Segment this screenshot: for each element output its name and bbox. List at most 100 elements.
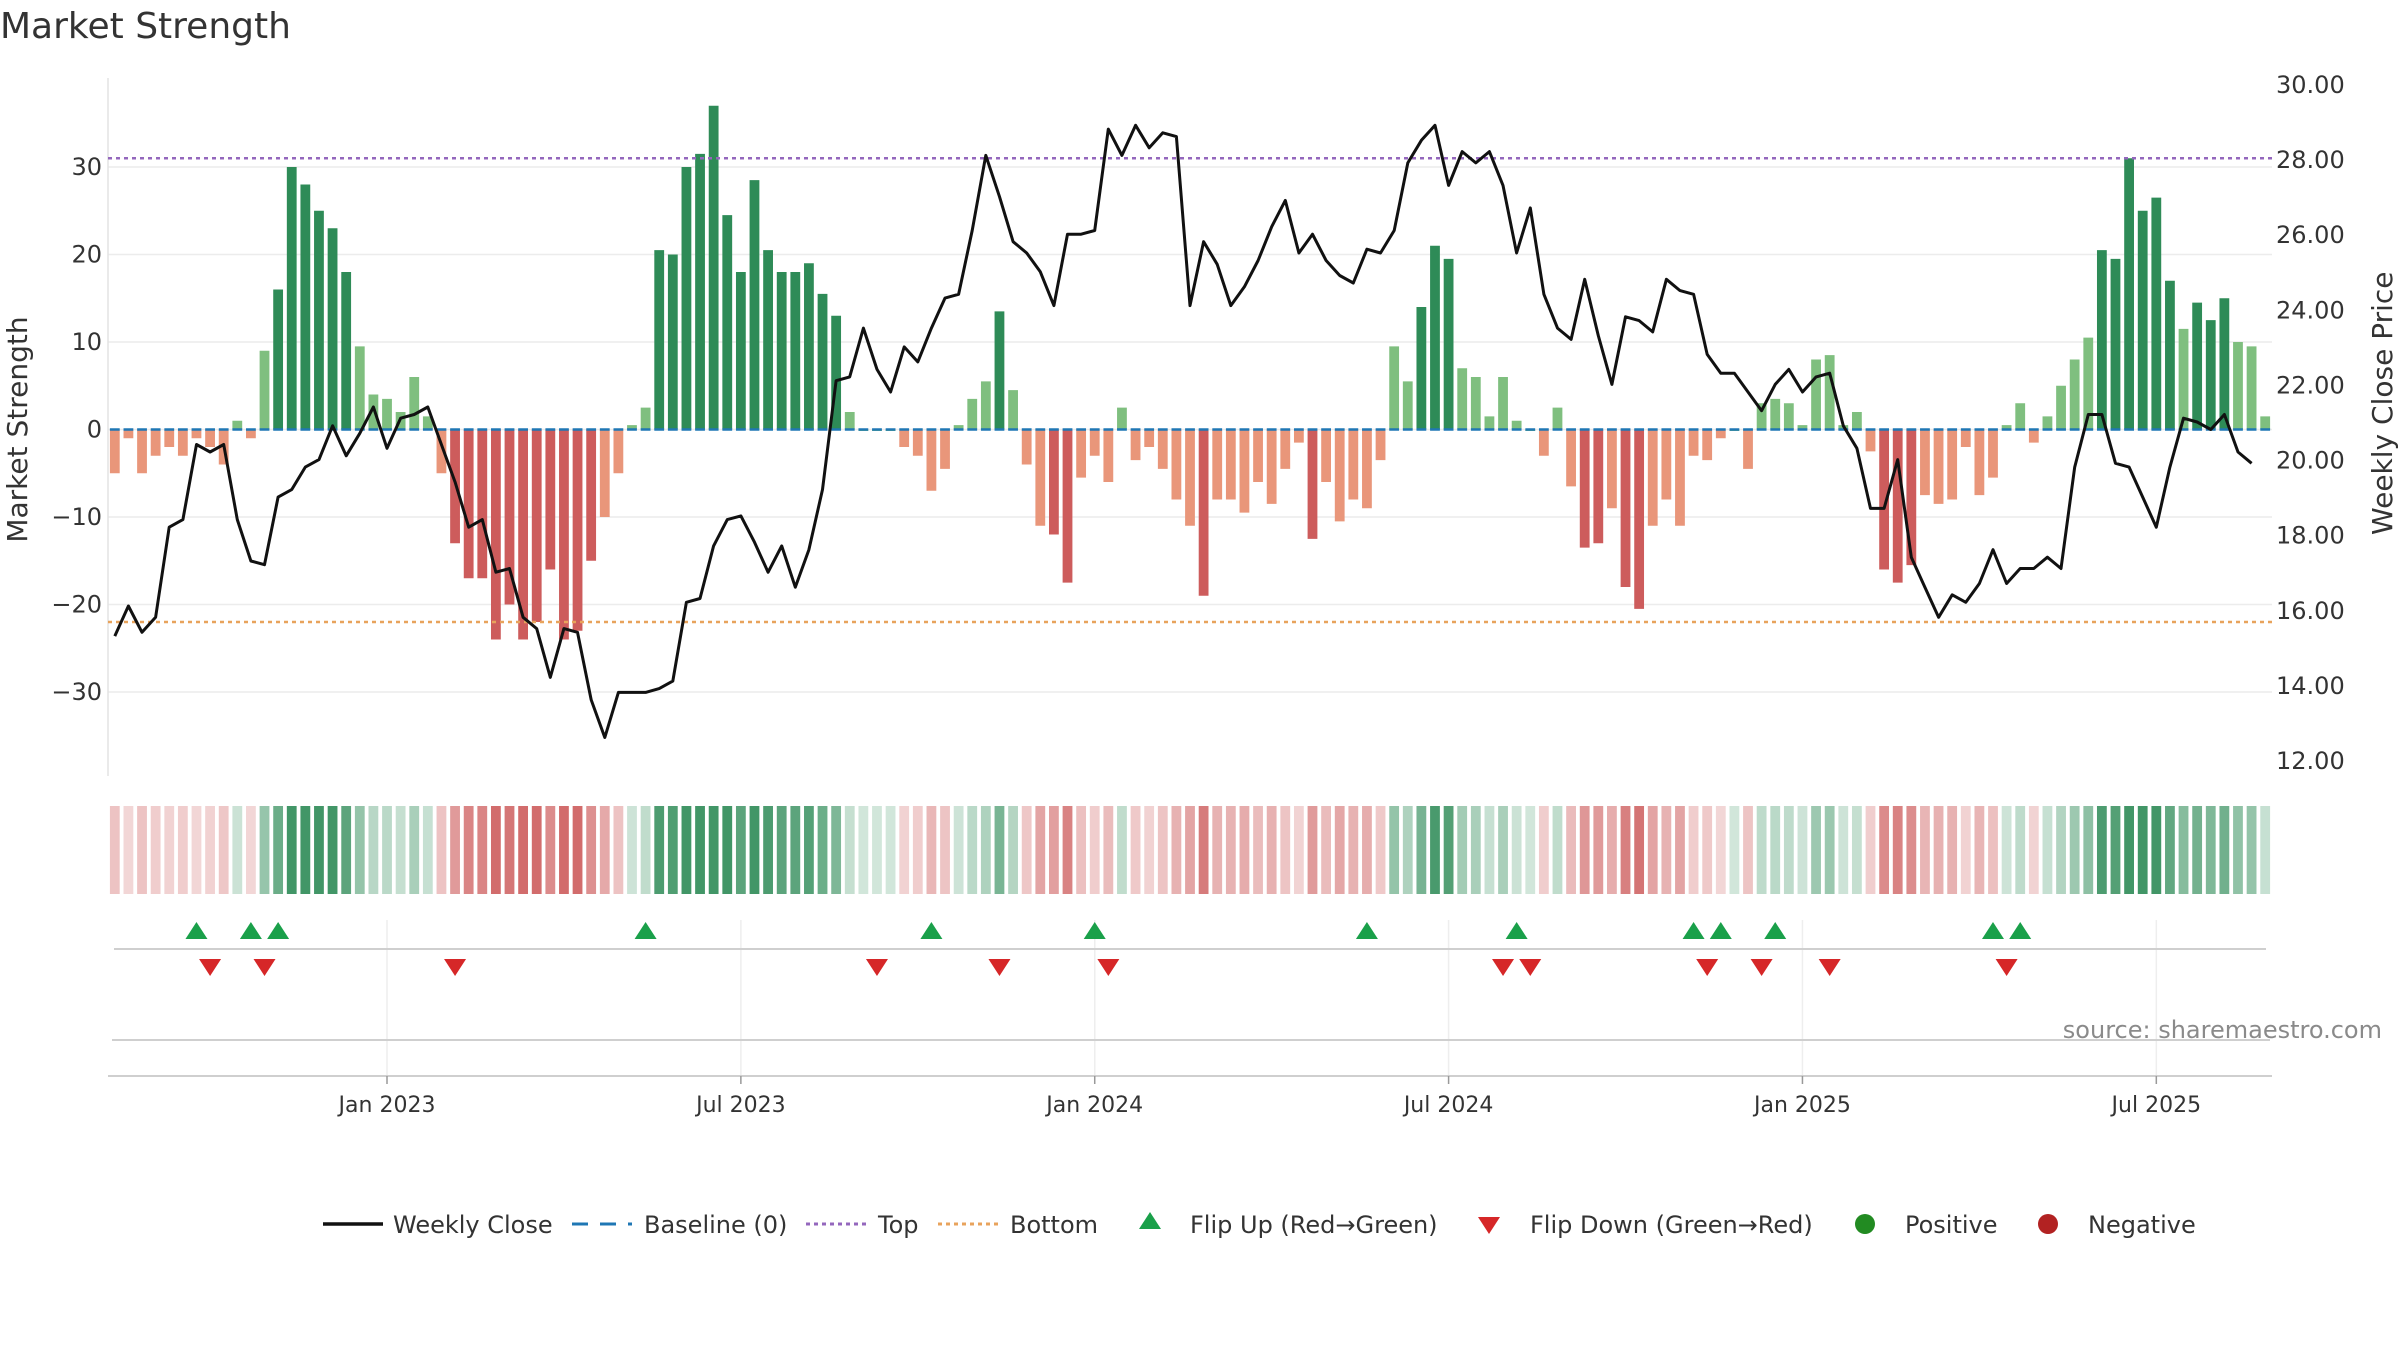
strength-bar xyxy=(2246,346,2257,430)
strength-bar xyxy=(1021,429,1032,465)
heat-strip-cell xyxy=(1593,806,1604,894)
heat-strip-cell xyxy=(2069,806,2080,894)
heat-strip-cell xyxy=(872,806,882,894)
heat-strip-cell xyxy=(1702,806,1713,894)
strength-bar xyxy=(1933,429,1944,504)
heat-strip-cell xyxy=(463,806,474,894)
right-tick-label: 26.00 xyxy=(2276,221,2345,249)
legend-flip-down-swatch xyxy=(1478,1217,1500,1234)
heat-strip-cell xyxy=(1879,806,1890,894)
flip-up-marker xyxy=(267,922,290,939)
source-credit: source: sharemaestro.com xyxy=(2062,1016,2382,1044)
heat-strip-cell xyxy=(1661,806,1672,894)
heat-strip-cell xyxy=(1089,806,1100,894)
strength-bar xyxy=(1443,258,1454,430)
heat-strip-cell xyxy=(1974,806,1985,894)
flip-down-marker xyxy=(988,959,1011,976)
heat-strip-cell xyxy=(1634,806,1645,894)
heat-strip-cell xyxy=(2151,806,2162,894)
strength-bar xyxy=(205,429,215,447)
heat-strip-cell xyxy=(477,806,488,894)
right-tick-label: 22.00 xyxy=(2276,371,2345,399)
heat-strip-cell xyxy=(1307,806,1318,894)
heat-strip-cell xyxy=(1198,806,1209,894)
strength-bar xyxy=(2165,280,2175,430)
heat-strip-cell xyxy=(2137,806,2148,894)
heat-strip-cell xyxy=(1920,806,1930,894)
strength-bar xyxy=(1566,429,1576,487)
strength-bar xyxy=(1321,429,1332,482)
strength-bar xyxy=(1402,381,1413,430)
strength-bar xyxy=(1171,429,1182,500)
heat-strip-cell xyxy=(1743,806,1753,894)
strength-bar xyxy=(627,425,637,430)
x-tick-label: Jan 2023 xyxy=(337,1093,436,1118)
right-tick-label: 28.00 xyxy=(2276,146,2345,174)
legend-flip-up-label: Flip Up (Red→Green) xyxy=(1190,1211,1438,1239)
strength-bar xyxy=(354,346,365,430)
heat-strip-cell xyxy=(1130,806,1141,894)
strength-bar xyxy=(2083,337,2094,430)
heat-strip-cell xyxy=(681,806,692,894)
strength-bar xyxy=(1198,429,1209,596)
heat-strip-cell xyxy=(286,806,297,894)
heat-strip-cell xyxy=(1811,806,1821,894)
heat-strip-cell xyxy=(749,806,760,894)
left-tick-label: −10 xyxy=(51,503,102,531)
strength-bar xyxy=(2219,298,2230,430)
flip-up-marker xyxy=(1682,922,1705,939)
heat-strip-cell xyxy=(1457,806,1468,894)
heat-strip-cell xyxy=(1293,806,1304,894)
strength-bar xyxy=(1239,429,1250,513)
strength-bar xyxy=(2056,385,2066,430)
strength-bar xyxy=(2124,158,2134,430)
strength-bar xyxy=(164,429,175,447)
heat-strip-cell xyxy=(2096,806,2107,894)
heat-strip-cell xyxy=(1525,806,1536,894)
heat-strip-cell xyxy=(1266,806,1277,894)
heat-strip-cell xyxy=(912,806,923,894)
heat-strip-cell xyxy=(341,806,352,894)
heat-strip-cell xyxy=(150,806,161,894)
heat-strip-cell xyxy=(2042,806,2053,894)
flip-down-marker xyxy=(253,959,276,976)
strength-bar xyxy=(1797,425,1808,430)
strength-bar xyxy=(1824,355,1835,430)
strength-bar xyxy=(1212,429,1223,500)
strength-bar xyxy=(463,429,474,579)
heat-strip-cell xyxy=(1960,806,1971,894)
right-axis-title: Weekly Close Price xyxy=(2366,271,2399,534)
strength-bar xyxy=(2192,302,2203,430)
strength-bar xyxy=(1511,420,1522,430)
heat-strip-cell xyxy=(1797,806,1808,894)
right-tick-label: 14.00 xyxy=(2276,672,2345,700)
heat-strip-cell xyxy=(2192,806,2203,894)
strength-bar xyxy=(2042,416,2053,430)
heat-strip-cell xyxy=(164,806,175,894)
heat-strip-cell xyxy=(1185,806,1195,894)
strength-bar xyxy=(477,429,488,579)
heat-strip-cell xyxy=(1348,806,1359,894)
heat-strip-cell xyxy=(450,806,460,894)
strength-bar xyxy=(2096,250,2107,430)
heat-strip-cell xyxy=(1484,806,1495,894)
strength-bar xyxy=(1035,429,1046,526)
strength-bar xyxy=(1062,429,1073,583)
heat-strip-cell xyxy=(531,806,542,894)
left-tick-label: 30 xyxy=(71,153,102,181)
heat-strip-cell xyxy=(1253,806,1263,894)
weekly-close-line xyxy=(113,123,2253,739)
heat-strip-cell xyxy=(953,806,964,894)
flip-up-marker xyxy=(634,922,657,939)
flip-up-marker xyxy=(1355,922,1378,939)
heat-strip-cell xyxy=(1035,806,1046,894)
heat-strip-cell xyxy=(1729,806,1740,894)
strength-bar xyxy=(667,254,678,430)
strength-bar xyxy=(1661,429,1672,500)
heat-strip-cell xyxy=(395,806,406,894)
strength-bar xyxy=(1348,429,1359,500)
strength-bar xyxy=(1103,429,1114,482)
heat-strip-cell xyxy=(1008,806,1018,894)
strength-bar xyxy=(422,416,433,430)
strength-bar xyxy=(191,429,202,439)
